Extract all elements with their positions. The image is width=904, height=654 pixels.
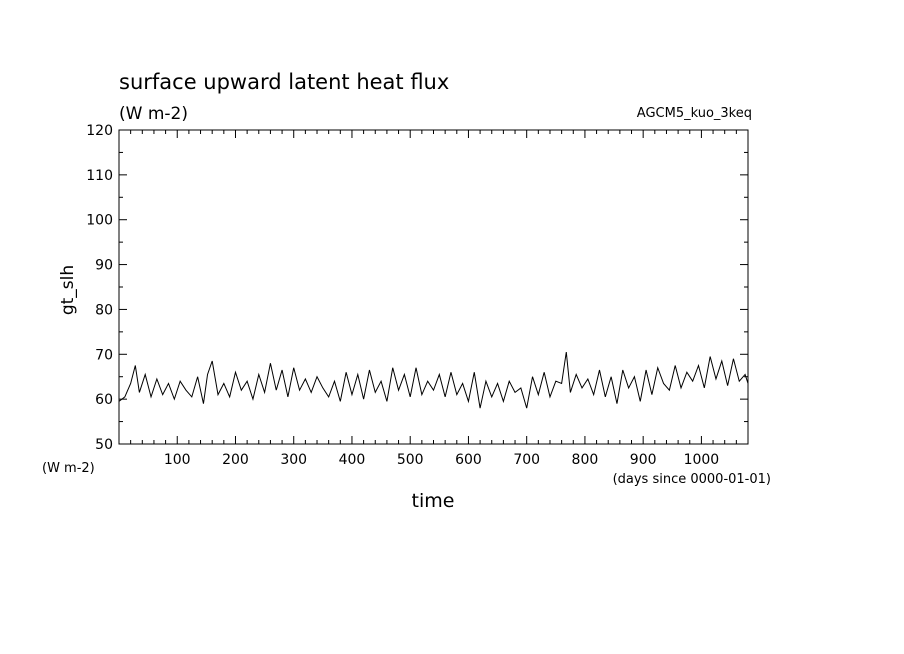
y-tick-label: 120: [86, 123, 113, 139]
chart-title: surface upward latent heat flux: [119, 70, 449, 94]
x-axis-units: (days since 0000-01-01): [613, 472, 771, 487]
x-tick-label: 600: [455, 452, 482, 468]
y-tick-label: 90: [95, 258, 113, 274]
y-axis-units: (W m-2): [42, 461, 95, 476]
series-line: [118, 351, 749, 409]
x-tick-label: 900: [630, 452, 657, 468]
y-tick-label: 60: [95, 392, 113, 408]
data-series: [118, 351, 749, 409]
x-tick-label: 400: [339, 452, 366, 468]
axes: 50 60 70 80 90 100 110 120 100 200 300 400 500 600 700…: [86, 123, 749, 468]
y-tick-label: 70: [95, 347, 113, 363]
x-tick-label: 800: [572, 452, 599, 468]
x-tick-label: 300: [280, 452, 307, 468]
y-axis-label: gt_slh: [58, 265, 78, 315]
x-tick-label: 1000: [684, 452, 720, 468]
x-tick-label: 200: [222, 452, 249, 468]
y-tick-label: 110: [86, 168, 113, 184]
x-axis-label: time: [412, 490, 455, 512]
y-tick-label: 50: [95, 437, 113, 453]
x-tick-label: 500: [397, 452, 424, 468]
plot-frame: [118, 129, 749, 445]
x-tick-label: 100: [164, 452, 191, 468]
y-tick-label: 80: [95, 302, 113, 318]
x-tick-label: 700: [513, 452, 540, 468]
chart-subtitle: (W m-2): [119, 104, 188, 124]
model-label: AGCM5_kuo_3keq: [637, 106, 752, 121]
y-tick-label: 100: [86, 213, 113, 229]
